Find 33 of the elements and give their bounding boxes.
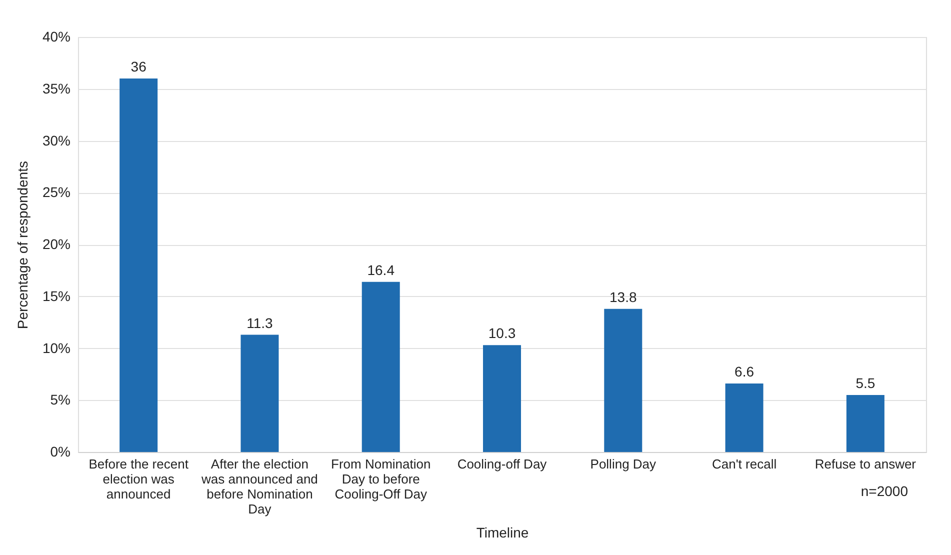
y-tick-label: 20% [42, 236, 70, 252]
y-tick-label: 0% [50, 444, 70, 460]
data-label: 6.6 [734, 364, 754, 380]
y-tick-label: 40% [42, 28, 70, 44]
y-tick-label: 10% [42, 340, 70, 356]
y-tick-label: 25% [42, 184, 70, 200]
y-tick-label: 30% [42, 132, 70, 148]
data-label: 16.4 [367, 262, 395, 278]
bar [846, 394, 884, 452]
bar [483, 345, 521, 452]
data-label: 10.3 [488, 325, 516, 342]
y-tick-label: 15% [42, 288, 70, 304]
y-tick-label: 35% [42, 80, 70, 96]
x-tick-label: Can't recall [712, 456, 777, 472]
y-axis-title: Percentage of respondents [14, 160, 30, 330]
data-label: 13.8 [610, 288, 637, 305]
x-tick-label: Refuse to answer [814, 456, 917, 472]
bar [362, 282, 400, 452]
bar [604, 308, 642, 452]
x-tick-label: After the election was announced and before Nomination Day [200, 456, 318, 516]
bar [120, 78, 158, 452]
x-tick-label: Before the recent election was announced [88, 456, 189, 502]
text: n=2000 [860, 483, 908, 499]
data-label: 11.3 [246, 314, 274, 331]
data-label: 36 [130, 58, 147, 74]
data-label: 5.5 [856, 374, 876, 391]
x-tick-label: Cooling-off Day [457, 456, 548, 472]
x-tick-label: Polling Day [590, 456, 657, 472]
bar [240, 334, 279, 452]
y-tick-label: 5% [50, 392, 70, 408]
bar [725, 384, 764, 452]
x-axis-title: Timeline [476, 524, 529, 540]
x-tick-label: From Nomination Day to before Cooling-Off Day [331, 456, 431, 502]
